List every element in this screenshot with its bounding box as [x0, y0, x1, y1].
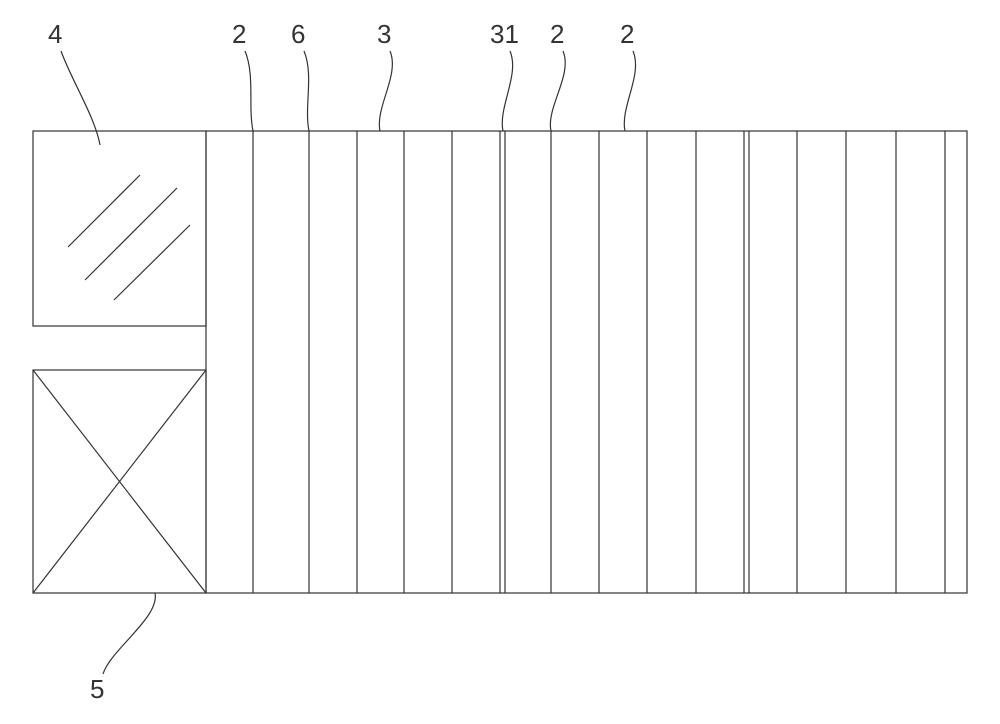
callout-label-2: 2 [232, 19, 246, 50]
callout-label-2: 2 [550, 19, 564, 50]
leader-line [624, 51, 635, 131]
main-rect [206, 131, 967, 593]
leader-line [550, 51, 565, 131]
leader-line [245, 51, 253, 131]
leader-line [304, 51, 309, 131]
callout-label-3: 3 [377, 19, 391, 50]
callout-label-2: 2 [620, 19, 634, 50]
callout-label-4: 4 [48, 19, 62, 50]
hatch-line [114, 225, 190, 300]
upper-left-rect [33, 131, 206, 326]
leader-line [502, 51, 512, 131]
callout-label-31: 31 [490, 19, 519, 50]
callout-label-5: 5 [90, 674, 104, 705]
callout-label-6: 6 [291, 19, 305, 50]
technical-diagram [0, 0, 1000, 724]
leader-line [103, 593, 155, 674]
hatch-line [85, 188, 177, 280]
leader-line [379, 51, 392, 131]
